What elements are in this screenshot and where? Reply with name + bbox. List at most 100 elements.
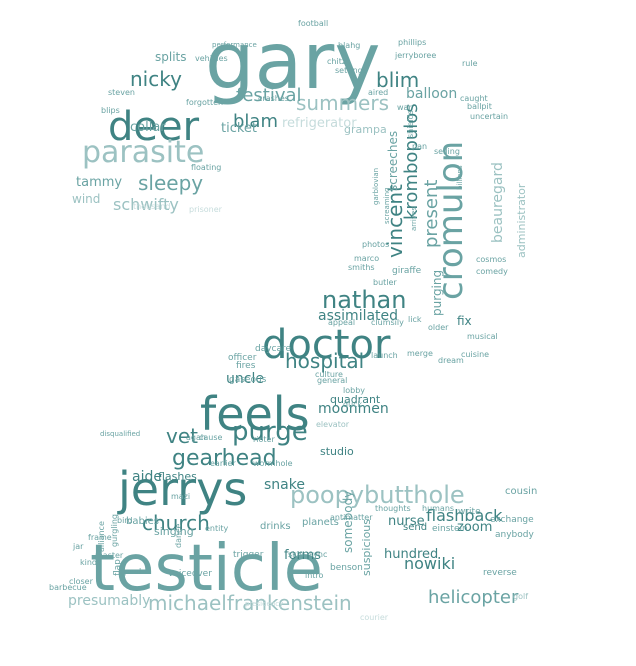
- cloud-word: floating: [191, 163, 221, 172]
- cloud-word: humans: [422, 504, 454, 513]
- cloud-word: culture: [315, 370, 343, 379]
- cloud-word: testicle: [90, 532, 323, 606]
- cloud-word: nathan: [322, 286, 406, 314]
- cloud-word: giraffe: [392, 266, 422, 276]
- cloud-word: daycare: [255, 344, 292, 354]
- cloud-word: prisoner: [189, 205, 223, 214]
- cloud-word: caught: [460, 94, 488, 103]
- cloud-word: write: [458, 507, 481, 517]
- cloud-word: vehicles: [195, 54, 228, 63]
- cloud-word: flap: [113, 559, 123, 576]
- cloud-word: vet: [166, 424, 198, 448]
- cloud-word: drinks: [260, 521, 291, 532]
- cloud-word: hundred: [384, 547, 438, 562]
- cloud-word: rule: [462, 59, 478, 68]
- cloud-word: festival: [236, 85, 302, 106]
- cloud-word: dream: [438, 356, 464, 365]
- cloud-word: suspicious: [360, 519, 373, 576]
- cloud-word: babies: [126, 516, 159, 527]
- cloud-word: disqualified: [100, 430, 140, 438]
- cloud-word: shields: [406, 110, 415, 138]
- cloud-word: nicky: [130, 67, 182, 91]
- cloud-word: assimilated: [318, 308, 398, 324]
- cloud-word: aired: [368, 88, 388, 97]
- cloud-word: aide: [132, 469, 162, 485]
- cloud-word: vincent: [383, 184, 407, 258]
- cloud-word: krombopulos: [401, 103, 422, 220]
- cloud-word: collar: [130, 120, 166, 135]
- cloud-word: agah: [186, 433, 206, 442]
- cloud-word: rioter: [253, 435, 275, 444]
- cloud-word: wormhole: [253, 459, 293, 468]
- cloud-word: blahg: [338, 41, 360, 50]
- cloud-word: voiceover: [168, 569, 212, 579]
- cloud-word: dance: [174, 524, 183, 548]
- cloud-word: presumably: [68, 593, 150, 609]
- cloud-word: grampa: [344, 123, 387, 136]
- cloud-word: marco: [354, 254, 379, 263]
- cloud-word: einstein: [432, 524, 468, 534]
- cloud-word: master: [95, 551, 124, 560]
- cloud-word: crashes: [258, 94, 289, 103]
- cloud-word: merge: [407, 349, 433, 358]
- cloud-word: uncle: [226, 371, 264, 387]
- cloud-word: bird: [117, 516, 133, 525]
- cloud-word: church: [142, 511, 210, 535]
- cloud-word: nurse: [388, 514, 425, 529]
- cloud-word: appeal: [328, 318, 355, 327]
- cloud-word: gaseous: [229, 375, 267, 385]
- cloud-word: comedy: [476, 267, 508, 276]
- cloud-word: blam: [233, 111, 278, 132]
- cloud-word: performance: [212, 41, 257, 49]
- cloud-word: wind: [72, 192, 100, 206]
- cloud-word: phillips: [398, 38, 426, 47]
- cloud-word: fix: [457, 314, 472, 328]
- cloud-word: sleepy: [138, 171, 203, 195]
- cloud-word: closer: [69, 577, 94, 586]
- cloud-word: barbecue: [49, 583, 87, 592]
- cloud-word: skin: [288, 550, 304, 559]
- cloud-word: deer: [108, 104, 200, 150]
- cloud-word: reverse: [483, 568, 517, 578]
- cloud-word: helicopter: [428, 587, 519, 608]
- cloud-word: officer: [228, 353, 257, 363]
- cloud-word: screeches: [386, 131, 400, 191]
- cloud-word: jar: [72, 542, 84, 551]
- cloud-word: antimatter: [330, 513, 373, 522]
- cloud-word: flashes: [158, 470, 197, 483]
- cloud-word: poopybutthole: [290, 481, 465, 509]
- cloud-word: present: [421, 180, 442, 248]
- cloud-word: duck: [343, 400, 363, 409]
- cloud-word: purging: [430, 270, 444, 316]
- cloud-word: general: [317, 376, 347, 385]
- cloud-word: beauregard: [490, 162, 506, 243]
- cloud-word: planets: [302, 517, 339, 528]
- cloud-word: michaelfrankenstein: [148, 591, 352, 615]
- cloud-word: cromulon: [431, 141, 471, 300]
- cloud-word: gary: [205, 17, 381, 107]
- cloud-word: splits: [155, 50, 187, 64]
- cloud-word: cause: [199, 433, 223, 442]
- cloud-word: presidency: [245, 600, 283, 608]
- cloud-word: golf: [513, 592, 528, 601]
- cloud-word: administrator: [515, 183, 528, 258]
- cloud-word: photos: [362, 240, 389, 249]
- cloud-word: billions: [456, 165, 464, 190]
- cloud-word: fires: [236, 361, 256, 371]
- cloud-word: jerryboree: [394, 51, 436, 60]
- cloud-word: butler: [373, 278, 397, 287]
- cloud-word: smiths: [348, 263, 375, 272]
- cloud-word: earlier: [210, 459, 236, 468]
- cloud-word: schwifty: [113, 195, 179, 214]
- cloud-word: send: [403, 522, 427, 533]
- cloud-word: mazi: [171, 492, 190, 501]
- cloud-word: gurgling: [110, 514, 119, 547]
- cloud-word: studio: [320, 445, 354, 458]
- cloud-word: paul: [124, 567, 141, 576]
- cloud-word: flashback: [426, 506, 503, 525]
- cloud-word: entity: [205, 524, 228, 533]
- cloud-word: musical: [467, 332, 498, 341]
- cloud-word: thoughts: [375, 504, 411, 513]
- cloud-word: exchange: [490, 515, 534, 525]
- cloud-word: arrives: [410, 207, 418, 231]
